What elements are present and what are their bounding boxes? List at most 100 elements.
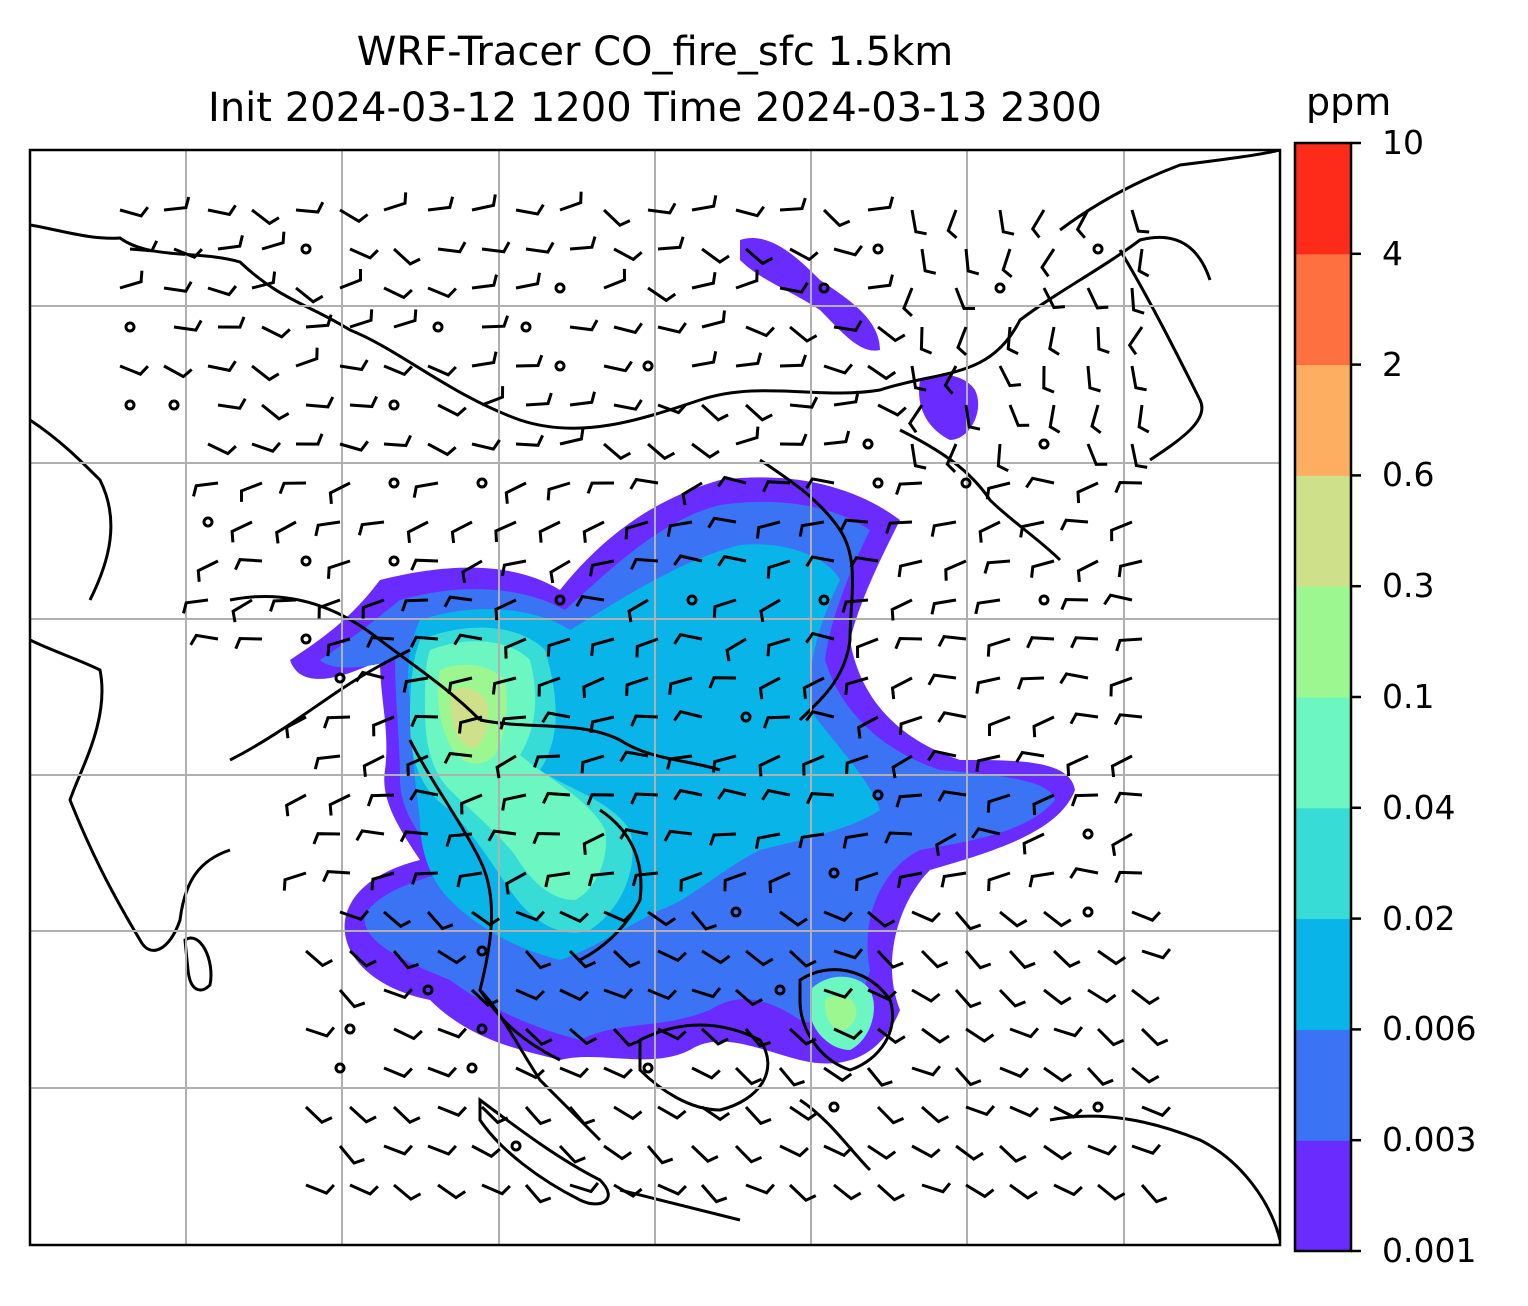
wind-barb	[735, 269, 759, 290]
wind-barb	[189, 633, 219, 646]
wind-barb	[456, 871, 483, 888]
wind-barb	[546, 637, 571, 657]
wind-barb	[745, 325, 775, 338]
wind-barb	[920, 949, 949, 969]
wind-barb	[1114, 870, 1143, 884]
colorbar-tick-label: 0.3	[1382, 566, 1435, 606]
wind-barb	[625, 676, 649, 696]
wind-barb	[295, 201, 325, 214]
wind-barb	[700, 1184, 728, 1204]
wind-barb	[877, 403, 907, 417]
map-area[interactable]	[30, 150, 1280, 1245]
calm-wind-marker	[334, 672, 346, 684]
wind-barb	[759, 598, 781, 623]
wind-barb	[779, 1144, 809, 1158]
wind-barb	[305, 314, 333, 329]
wind-barb	[647, 988, 677, 1001]
wind-barb	[524, 950, 552, 970]
wind-barb	[383, 1144, 414, 1156]
wind-barb	[823, 987, 854, 999]
wind-barb	[501, 793, 527, 811]
wind-barb	[182, 598, 209, 614]
wind-barb	[569, 1027, 597, 1046]
wind-barb	[515, 910, 546, 922]
wind-barb	[1040, 248, 1056, 278]
wind-barb	[295, 433, 324, 446]
wind-barb	[541, 711, 571, 724]
wind-barb	[1053, 1105, 1083, 1119]
wind-barb	[911, 1065, 942, 1077]
wind-barb	[701, 247, 730, 264]
calm-wind-marker	[476, 945, 488, 957]
wind-barb	[207, 285, 238, 297]
wind-barb	[575, 594, 605, 607]
wind-barb	[437, 1183, 467, 1200]
wind-barb	[833, 390, 860, 407]
calm-wind-marker	[510, 1140, 522, 1152]
wind-barb	[964, 404, 981, 431]
wind-barb	[1096, 326, 1110, 354]
wind-barb	[314, 520, 341, 537]
wind-barb	[673, 554, 703, 566]
wind-barb	[805, 555, 835, 568]
wind-barb	[668, 676, 693, 695]
wind-barb	[789, 396, 819, 409]
field-level-6b	[824, 995, 857, 1030]
wind-barb	[690, 1144, 719, 1163]
map-title-line1: WRF-Tracer CO_fire_sfc 1.5km	[356, 29, 954, 75]
wind-barb	[326, 637, 351, 657]
wind-barb	[559, 988, 589, 1002]
wind-barb	[766, 637, 791, 657]
wind-barb	[788, 1027, 817, 1046]
wind-barb	[940, 871, 967, 888]
wind-barb	[355, 829, 385, 842]
calm-wind-marker	[554, 282, 566, 294]
wind-barb	[1048, 404, 1061, 434]
wind-barb	[1059, 518, 1089, 531]
wind-barb	[328, 481, 351, 505]
wind-barb	[635, 637, 659, 658]
wind-barb	[339, 269, 362, 290]
wind-barb	[458, 715, 483, 734]
wind-barb	[437, 403, 467, 417]
wind-barb	[261, 325, 291, 339]
wind-barb	[712, 754, 737, 773]
wind-barb	[411, 871, 439, 885]
wind-barb	[910, 443, 927, 470]
wind-barb	[965, 1183, 995, 1199]
colorbar	[1295, 141, 1361, 1253]
wind-barb	[902, 287, 914, 317]
wind-barb	[890, 676, 913, 700]
wind-barb	[410, 558, 439, 571]
wind-barb	[700, 403, 729, 422]
calm-wind-marker	[124, 321, 136, 333]
wind-barb	[515, 354, 544, 368]
wind-barb	[546, 481, 571, 501]
wind-barb	[944, 559, 967, 581]
wind-barb	[349, 247, 379, 260]
coast-srilanka	[183, 936, 213, 992]
calm-wind-marker	[344, 1023, 356, 1035]
wind-barb	[619, 828, 649, 840]
wind-barb	[437, 1027, 468, 1039]
wind-barb	[460, 793, 483, 815]
wind-barb	[603, 442, 632, 461]
wind-barb	[1022, 832, 1045, 855]
wind-barb	[453, 633, 483, 646]
wind-barb	[975, 676, 1001, 694]
wind-barb	[983, 559, 1011, 574]
calm-wind-marker	[300, 243, 312, 255]
colorbar-tick-label: 0.6	[1382, 455, 1435, 495]
wind-barb	[954, 911, 982, 931]
wind-barb	[481, 241, 511, 254]
wind-barb	[943, 365, 958, 395]
wind-barb	[911, 910, 941, 923]
calm-wind-marker	[960, 477, 972, 489]
wind-barb	[410, 714, 439, 728]
wind-barb	[717, 554, 747, 567]
wind-barb	[999, 1066, 1029, 1079]
wind-barb	[998, 988, 1026, 1008]
wind-barb	[240, 481, 263, 502]
wind-barb	[515, 988, 545, 1001]
wind-barb	[735, 205, 765, 218]
